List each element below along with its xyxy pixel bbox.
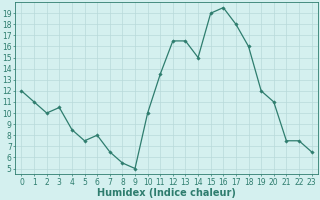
X-axis label: Humidex (Indice chaleur): Humidex (Indice chaleur) bbox=[97, 188, 236, 198]
